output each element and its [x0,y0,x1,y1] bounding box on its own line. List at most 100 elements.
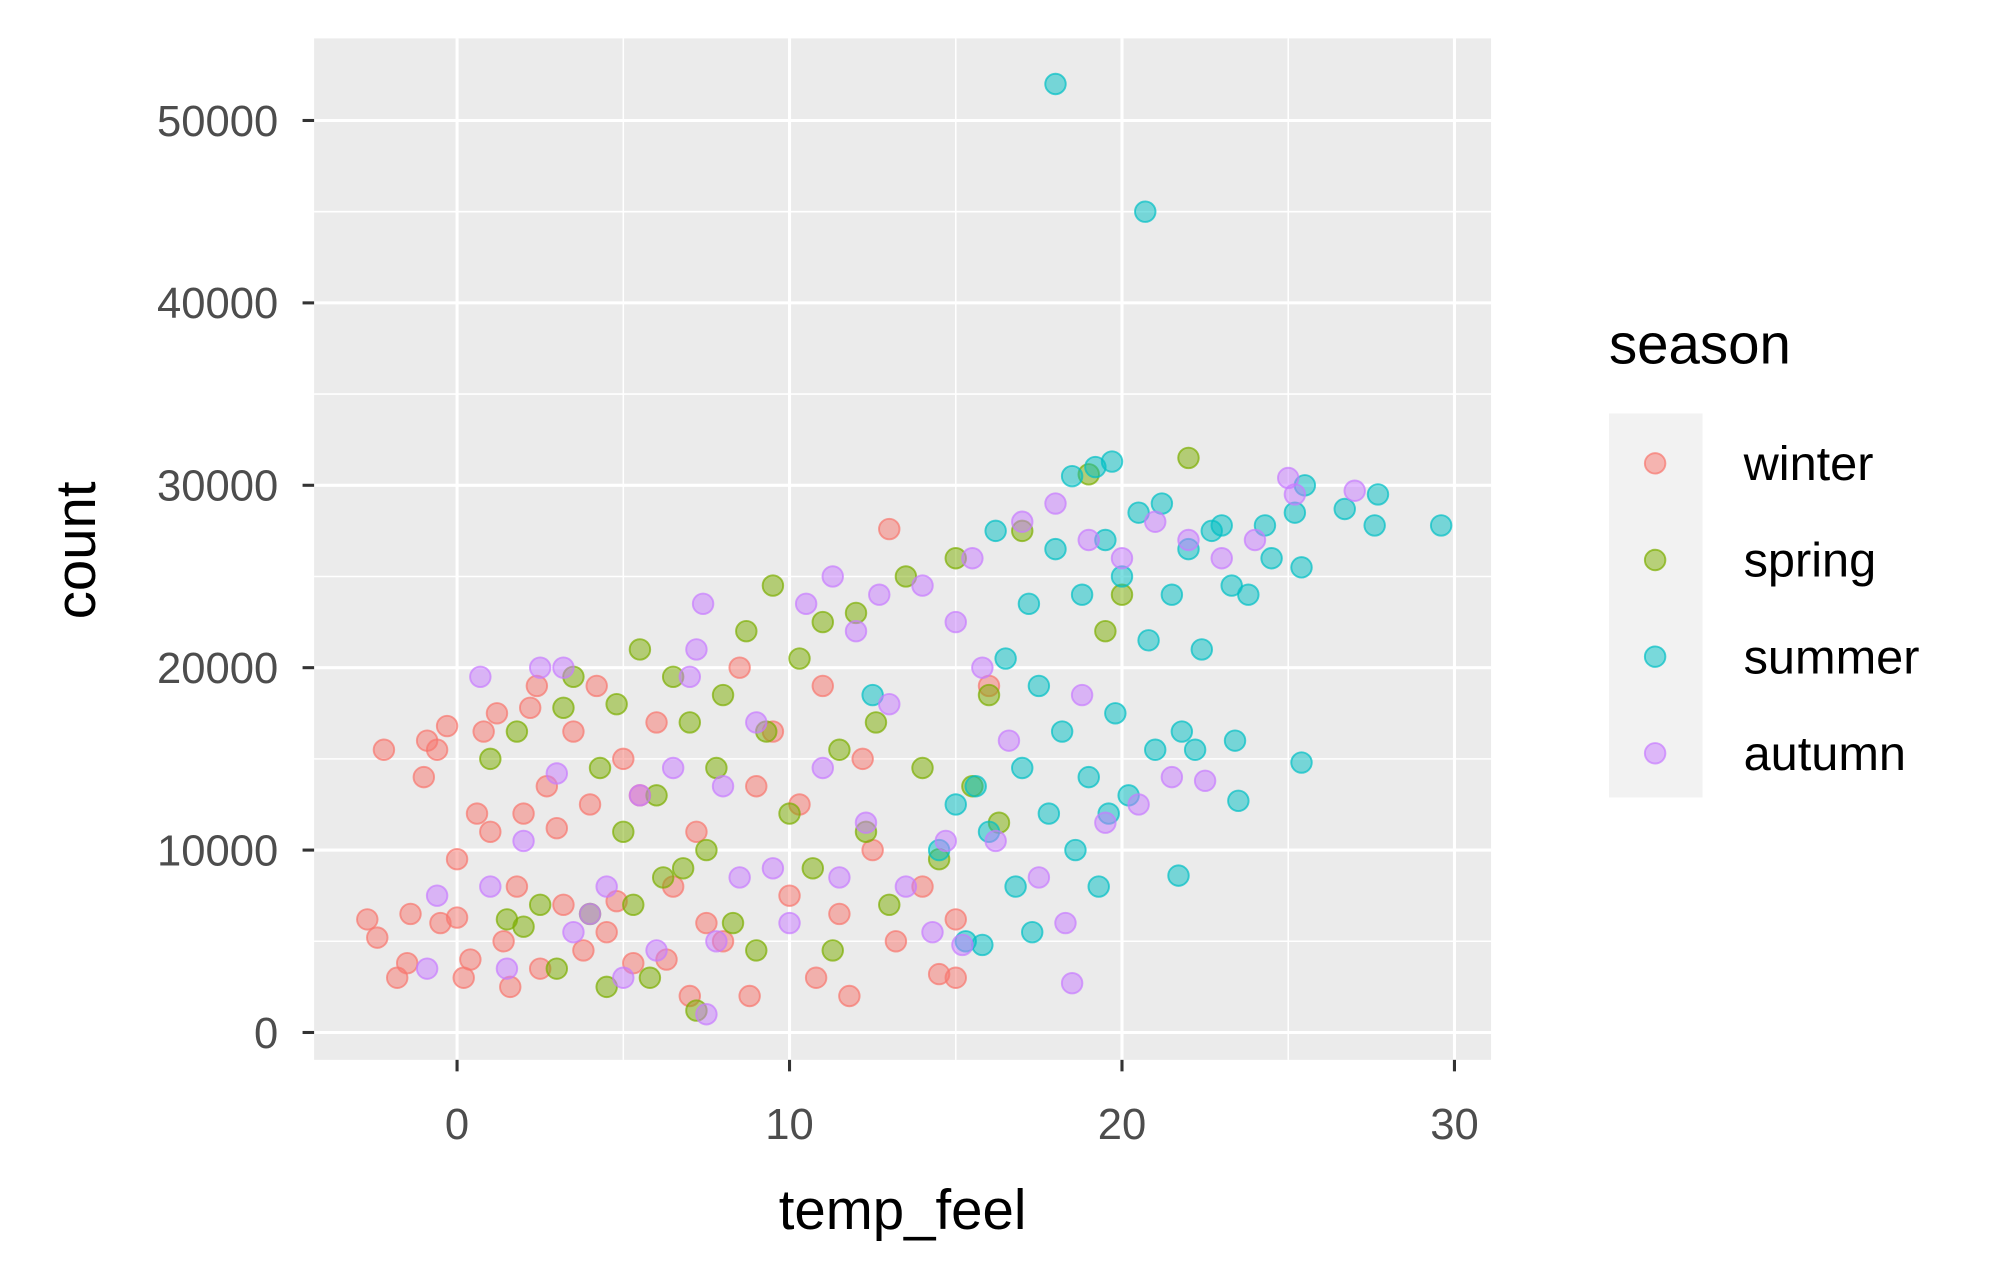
point-autumn [1070,683,1094,707]
point-autumn [921,920,944,944]
point-spring [761,574,785,597]
point-autumn [1193,769,1217,792]
x-tick-label: 0 [445,1101,469,1149]
point-summer [1134,200,1157,223]
point-winter [778,884,801,907]
point-autumn [495,957,519,980]
point-summer [1237,583,1260,606]
point-spring [512,915,535,938]
y-tick-label: 50000 [157,98,278,146]
point-winter [425,738,449,761]
point-winter [884,930,908,953]
x-tick-label: 10 [765,1101,813,1149]
legend-key-background [1608,413,1703,798]
point-spring [671,857,695,880]
point-spring [605,692,628,716]
point-summer [1087,875,1110,898]
point-winter [878,517,901,541]
point-spring [911,756,934,780]
point-winter [472,720,495,743]
point-autumn [678,665,702,689]
point-autumn [1094,811,1117,834]
point-spring [878,893,901,917]
point-winter [435,714,459,738]
point-summer [1004,875,1027,898]
point-winter [479,820,502,844]
points-layer [356,72,1453,1026]
point-spring [821,939,844,962]
point-autumn [1144,510,1167,533]
point-autumn [578,902,602,926]
point-summer [1210,514,1233,537]
point-autumn [425,884,449,907]
point-autumn [934,829,958,853]
point-autumn [691,592,715,616]
point-autumn [1243,528,1267,552]
point-autumn [1060,972,1084,995]
point-summer [1017,592,1041,616]
point-autumn [878,692,901,716]
point-summer [1050,720,1074,743]
point-winter [459,948,482,971]
point-winter [412,765,436,789]
point-autumn [1177,528,1200,552]
point-summer [1333,497,1356,521]
plot-panel [314,38,1492,1060]
point-winter [944,966,967,989]
legend-key-spring [1643,548,1667,572]
point-autumn [997,729,1021,752]
point-winter [838,984,861,1008]
point-winter [851,747,874,771]
gridlines [314,38,1492,1060]
legend: season winter spring summer autumn [1608,313,1919,798]
point-winter [445,848,469,871]
point-autumn [951,933,974,957]
point-spring [864,711,888,734]
point-winter [518,696,542,720]
point-summer [1429,514,1453,537]
point-summer [1167,864,1190,887]
point-summer [1044,72,1067,96]
point-winter [445,906,469,929]
point-autumn [1160,765,1184,789]
point-summer [1070,583,1094,606]
y-tick-label: 30000 [157,463,278,511]
point-spring [528,893,552,917]
point-autumn [1210,547,1233,570]
point-summer [944,793,967,816]
point-spring [505,720,529,743]
point-autumn [1027,866,1051,889]
point-winter [399,902,422,926]
point-spring [545,957,569,980]
point-autumn [854,811,878,834]
point-spring [628,638,652,661]
point-autumn [695,1003,718,1026]
point-summer [1366,483,1390,506]
point-summer [1027,674,1051,698]
point-summer [1170,720,1194,743]
point-summer [1363,514,1386,537]
point-spring [801,857,825,880]
point-autumn [545,762,569,785]
y-tick-label: 0 [254,1010,278,1058]
point-autumn [844,620,868,643]
point-summer [1060,464,1084,488]
point-autumn [552,656,575,679]
point-summer [1104,702,1127,725]
point-summer [971,933,994,957]
point-autumn [661,756,685,780]
point-summer [964,775,987,798]
legend-label-winter: winter [1743,437,1874,491]
point-winter [356,908,379,931]
x-axis-title: temp_feel [779,1178,1027,1241]
point-autumn [1283,483,1307,506]
legend-key-winter [1643,452,1667,475]
point-winter [804,966,828,989]
point-spring [778,802,801,825]
point-spring [479,747,502,771]
point-summer [1021,920,1044,944]
point-autumn [1127,793,1150,816]
point-autumn [828,866,851,889]
point-winter [465,802,489,825]
